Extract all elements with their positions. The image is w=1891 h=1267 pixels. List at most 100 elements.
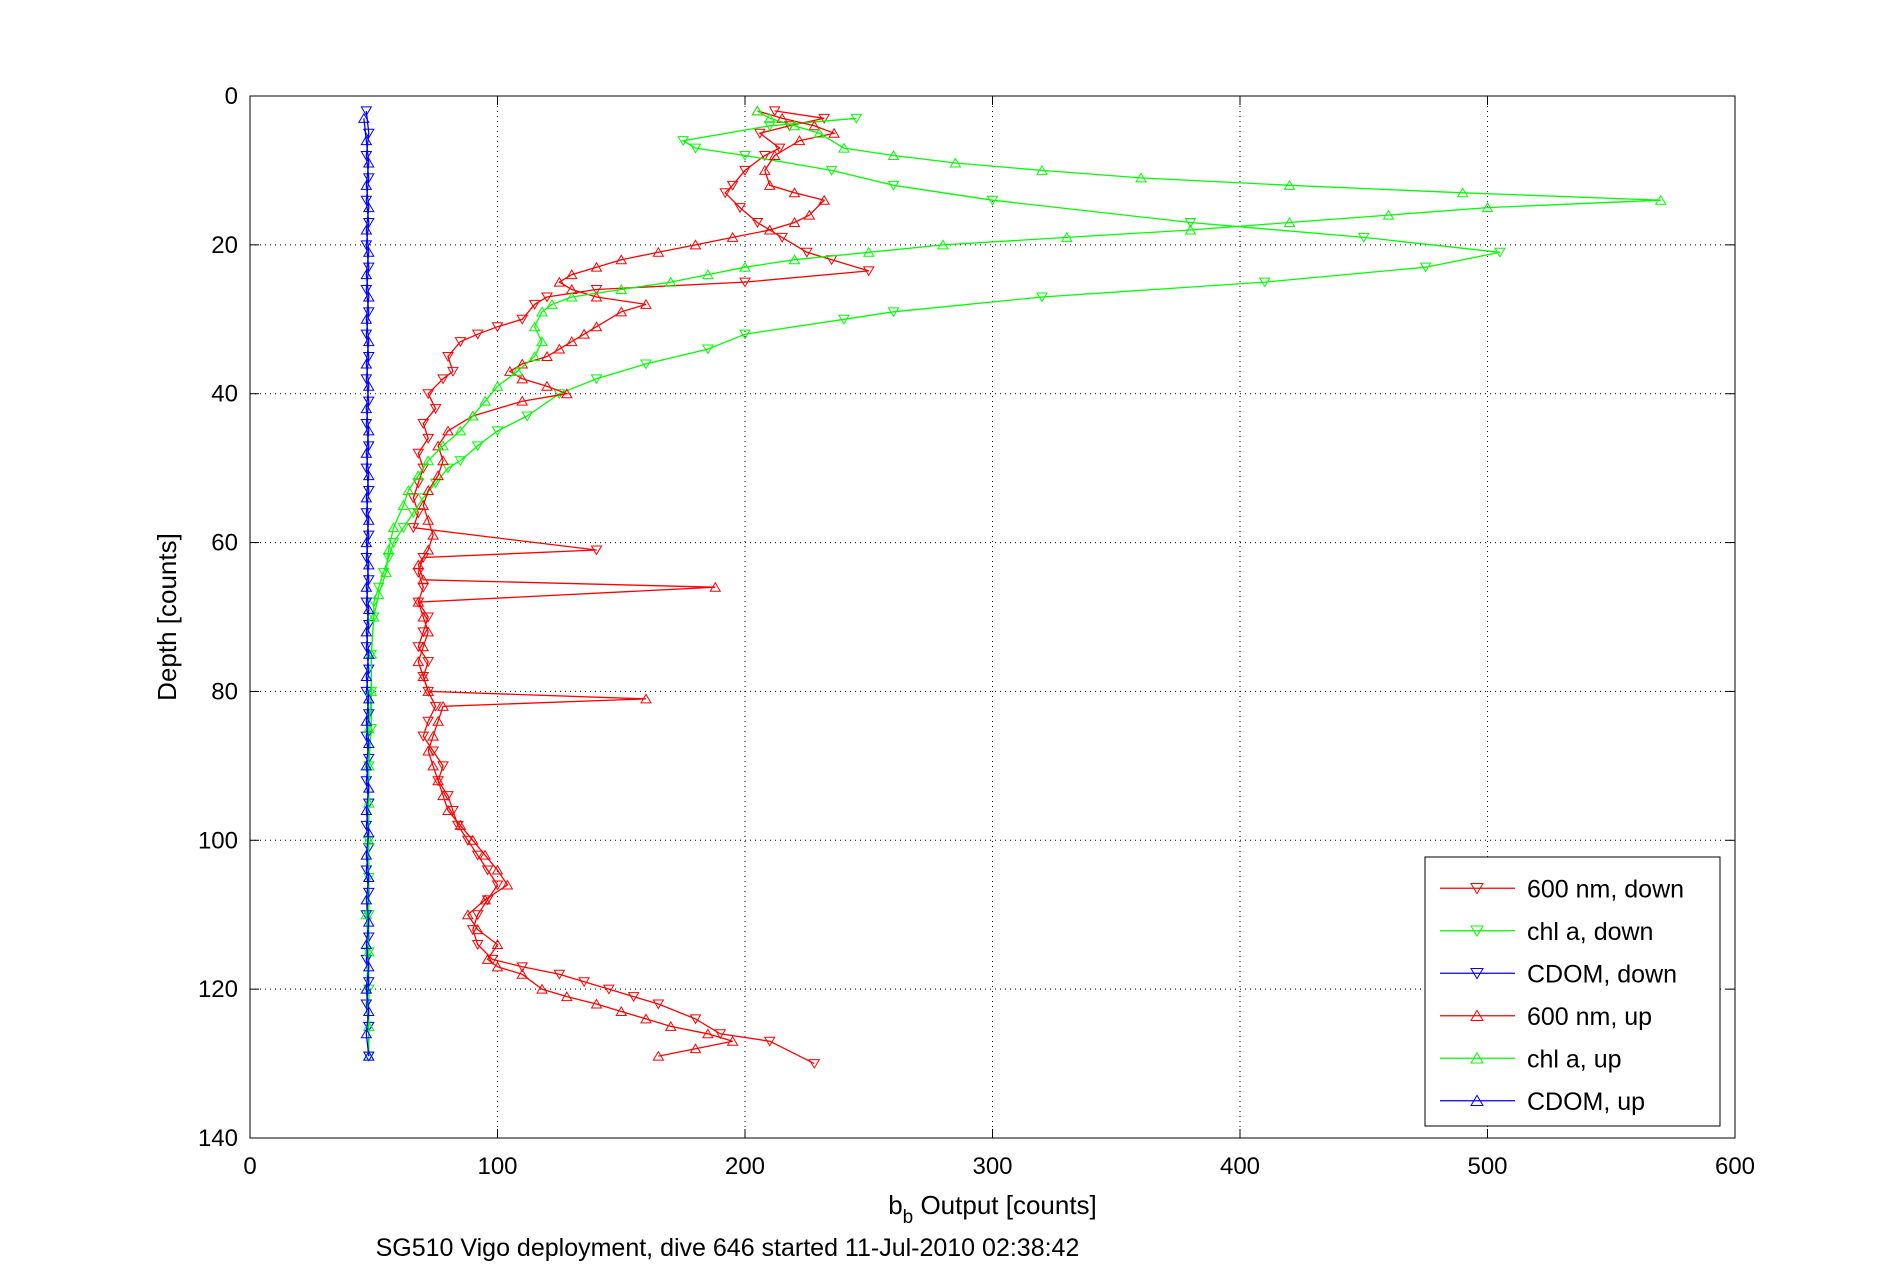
data-point xyxy=(590,291,603,302)
data-point xyxy=(362,291,375,302)
data-point xyxy=(1494,247,1506,258)
data-point xyxy=(546,298,558,309)
data-point xyxy=(362,128,375,139)
y-tick-label: 20 xyxy=(211,232,238,259)
data-point xyxy=(719,188,732,199)
data-point xyxy=(362,648,375,659)
legend-item: chl a, down xyxy=(1440,918,1653,946)
data-point xyxy=(521,411,534,422)
data-point xyxy=(590,285,603,296)
legend-item: chl a, up xyxy=(1440,1045,1622,1073)
data-point xyxy=(615,284,628,295)
data-point xyxy=(565,291,578,302)
x-tick-label: 300 xyxy=(972,1153,1012,1180)
data-point xyxy=(422,433,435,444)
data-point xyxy=(417,641,430,652)
data-point xyxy=(360,626,373,637)
x-tick-label: 100 xyxy=(477,1153,517,1180)
data-point xyxy=(357,112,370,123)
data-point xyxy=(360,492,373,503)
legend-marker xyxy=(1470,1094,1484,1107)
data-point xyxy=(454,425,467,436)
data-point xyxy=(1357,232,1370,243)
data-point xyxy=(360,329,373,340)
data-point xyxy=(471,850,484,861)
data-point xyxy=(763,1036,776,1047)
data-point xyxy=(360,179,373,190)
data-point xyxy=(578,328,590,339)
data-point xyxy=(360,715,373,726)
data-point xyxy=(360,106,373,117)
data-point xyxy=(828,127,840,138)
data-point xyxy=(615,306,628,317)
legend-box xyxy=(1424,856,1721,1127)
data-point xyxy=(360,358,373,369)
data-point xyxy=(362,380,375,391)
legend-item: CDOM, down xyxy=(1440,960,1677,988)
legend-marker xyxy=(1470,882,1484,895)
data-point xyxy=(702,1028,714,1039)
data-point xyxy=(362,1005,375,1016)
data-point xyxy=(360,447,373,458)
legend-marker xyxy=(1470,967,1484,980)
legend-label: CDOM, up xyxy=(1527,1088,1645,1116)
data-point xyxy=(937,239,949,250)
series-line xyxy=(365,110,370,1057)
data-point xyxy=(362,530,375,541)
data-point xyxy=(360,195,373,206)
data-point xyxy=(437,700,449,711)
data-point xyxy=(1456,187,1469,198)
data-point xyxy=(422,544,435,555)
data-point xyxy=(442,805,454,816)
data-point xyxy=(702,269,714,280)
data-point xyxy=(862,246,875,257)
data-point xyxy=(362,827,375,838)
data-point xyxy=(862,266,875,277)
series-line xyxy=(365,110,1661,1057)
data-point xyxy=(818,194,831,205)
data-point xyxy=(422,626,435,637)
legend-label: 600 nm, down xyxy=(1527,875,1684,903)
data-point xyxy=(412,470,425,481)
data-point xyxy=(986,195,999,206)
data-point xyxy=(437,440,449,451)
data-point xyxy=(1419,262,1432,273)
data-point xyxy=(362,916,375,927)
data-point xyxy=(553,343,566,354)
data-point xyxy=(362,396,375,407)
x-tick-label: 0 xyxy=(243,1153,256,1180)
data-point xyxy=(360,909,373,920)
data-point xyxy=(739,151,751,162)
data-point xyxy=(437,455,449,466)
data-point xyxy=(427,730,440,741)
y-tick-label: 140 xyxy=(198,1125,238,1152)
x-tick-label: 600 xyxy=(1715,1153,1755,1180)
data-point xyxy=(578,977,590,988)
data-point xyxy=(360,581,373,592)
data-point xyxy=(422,389,435,400)
data-point xyxy=(362,262,375,273)
data-point xyxy=(491,961,504,972)
data-point xyxy=(360,597,373,608)
data-point xyxy=(360,403,373,414)
data-point xyxy=(362,307,375,318)
data-point xyxy=(360,805,373,816)
data-point xyxy=(640,693,652,704)
data-point xyxy=(362,202,375,213)
data-point xyxy=(422,455,435,466)
data-point xyxy=(360,938,373,949)
data-point xyxy=(362,797,375,808)
data-point xyxy=(471,441,484,452)
data-point xyxy=(1135,172,1147,183)
data-point xyxy=(818,113,831,124)
data-point xyxy=(362,1020,375,1031)
data-point xyxy=(640,359,652,370)
data-point xyxy=(362,425,375,436)
data-point xyxy=(429,404,442,415)
data-point xyxy=(640,298,652,309)
chart-caption: SG510 Vigo deployment, dive 646 started … xyxy=(376,1234,1080,1262)
data-point xyxy=(501,879,514,890)
data-point xyxy=(461,909,474,920)
data-point xyxy=(362,604,375,615)
data-point xyxy=(422,657,435,668)
